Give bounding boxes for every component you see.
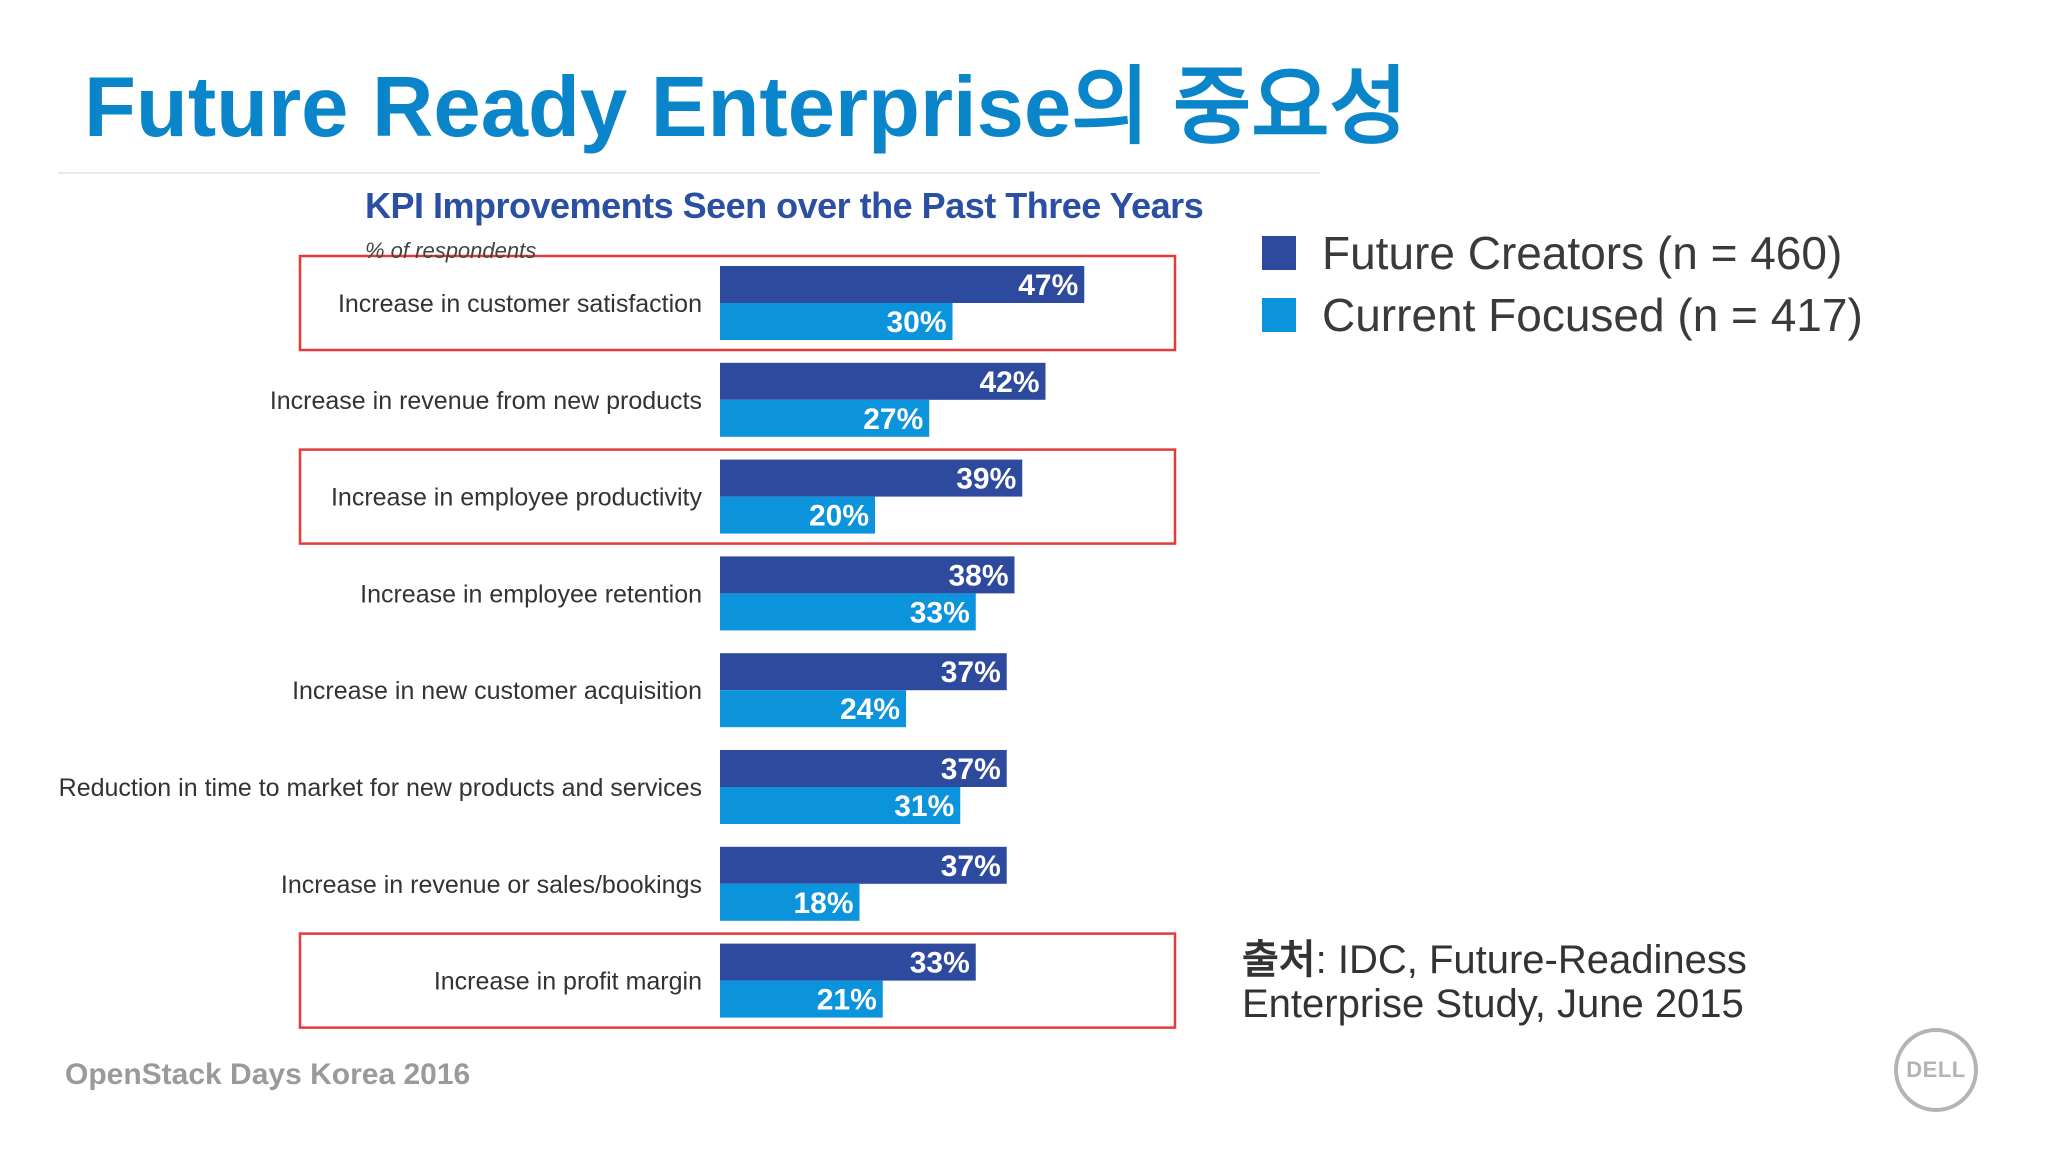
legend-item-current-focused: Current Focused (n = 417) [1262,284,1863,346]
bar-current-focused-reduction-in-time-to-market-for-new-products-and-services [720,787,961,824]
bar-future-creators-increase-in-customer-satisfaction [720,266,1085,303]
value-label-current-focused-increase-in-revenue-from-new-products: 27% [863,403,923,436]
value-label-current-focused-increase-in-employee-retention: 33% [910,596,970,629]
bar-future-creators-increase-in-employee-retention [720,556,1015,594]
value-label-current-focused-increase-in-revenue-or-sales-bookings: 18% [793,887,853,920]
bar-current-focused-increase-in-customer-satisfaction [720,303,953,340]
bar-future-creators-increase-in-profit-margin [720,943,976,981]
bar-current-focused-increase-in-revenue-or-sales-bookings [720,883,860,921]
chart-title: KPI Improvements Seen over the Past Thre… [365,185,1204,226]
legend-label-future-creators: Future Creators (n = 460) [1322,227,1843,279]
category-label-increase-in-profit-margin: Increase in profit margin [434,968,702,996]
highlight-box-increase-in-customer-satisfaction [298,254,1177,352]
highlight-box-increase-in-profit-margin [298,932,1177,1029]
value-label-future-creators-increase-in-profit-margin: 33% [910,947,970,980]
legend-label-current-focused: Current Focused (n = 417) [1322,289,1863,341]
bar-current-focused-increase-in-employee-productivity [720,496,875,534]
value-label-current-focused-increase-in-profit-margin: 21% [817,984,877,1017]
source-text-1: : IDC, Future-Readiness [1315,938,1747,982]
dell-logo-text: DELL [1906,1057,1966,1082]
slide-title: Future Ready Enterprise의 중요성 [84,60,1408,155]
bar-future-creators-increase-in-employee-productivity [720,459,1023,497]
source-citation: 출처: IDC, Future-Readiness Enterprise Stu… [1242,938,1747,1026]
source-line-1: 출처: IDC, Future-Readiness [1242,938,1747,982]
value-label-future-creators-reduction-in-time-to-market-for-new-products-and-services: 37% [941,753,1001,786]
source-line-2: Enterprise Study, June 2015 [1242,982,1744,1026]
category-label-increase-in-revenue-from-new-products: Increase in revenue from new products [270,387,702,415]
category-label-reduction-in-time-to-market-for-new-products-and-services: Reduction in time to market for new prod… [59,774,702,802]
value-label-future-creators-increase-in-employee-productivity: 39% [956,463,1016,496]
value-label-future-creators-increase-in-employee-retention: 38% [948,559,1008,592]
chart-legend: Future Creators (n = 460) Current Focuse… [1262,222,1863,346]
category-label-increase-in-new-customer-acquisition: Increase in new customer acquisition [292,677,702,705]
value-label-future-creators-increase-in-revenue-from-new-products: 42% [979,366,1039,399]
value-label-current-focused-increase-in-customer-satisfaction: 30% [886,306,946,339]
bar-future-creators-increase-in-revenue-from-new-products [720,362,1046,400]
legend-swatch-future-creators [1262,236,1296,270]
legend-item-future-creators: Future Creators (n = 460) [1262,222,1863,284]
bar-future-creators-increase-in-new-customer-acquisition [720,653,1007,691]
value-label-current-focused-reduction-in-time-to-market-for-new-products-and-services: 31% [894,790,954,823]
bar-future-creators-reduction-in-time-to-market-for-new-products-and-services [720,750,1007,787]
bar-future-creators-increase-in-revenue-or-sales-bookings [720,846,1007,884]
dell-logo: DELL [1894,1028,1978,1112]
value-label-current-focused-increase-in-new-customer-acquisition: 24% [840,693,900,726]
source-prefix: 출처 [1242,937,1316,983]
category-label-increase-in-customer-satisfaction: Increase in customer satisfaction [338,290,702,318]
footer-event-name: OpenStack Days Korea 2016 [65,1058,471,1091]
value-label-future-creators-increase-in-revenue-or-sales-bookings: 37% [941,850,1001,883]
value-label-future-creators-increase-in-customer-satisfaction: 47% [1018,269,1078,302]
bar-current-focused-increase-in-revenue-from-new-products [720,399,930,437]
chart-subtitle: % of respondents [365,238,537,263]
legend-swatch-current-focused [1262,298,1296,332]
value-label-current-focused-increase-in-employee-productivity: 20% [809,500,869,533]
category-label-increase-in-revenue-or-sales-bookings: Increase in revenue or sales/bookings [281,871,702,899]
value-label-future-creators-increase-in-new-customer-acquisition: 37% [941,656,1001,689]
category-label-increase-in-employee-retention: Increase in employee retention [360,580,702,608]
bar-current-focused-increase-in-profit-margin [720,980,883,1018]
bar-current-focused-increase-in-new-customer-acquisition [720,690,906,728]
bar-current-focused-increase-in-employee-retention [720,593,976,631]
highlight-box-increase-in-employee-productivity [298,448,1177,545]
category-label-increase-in-employee-productivity: Increase in employee productivity [331,484,703,512]
title-divider [58,172,1320,174]
